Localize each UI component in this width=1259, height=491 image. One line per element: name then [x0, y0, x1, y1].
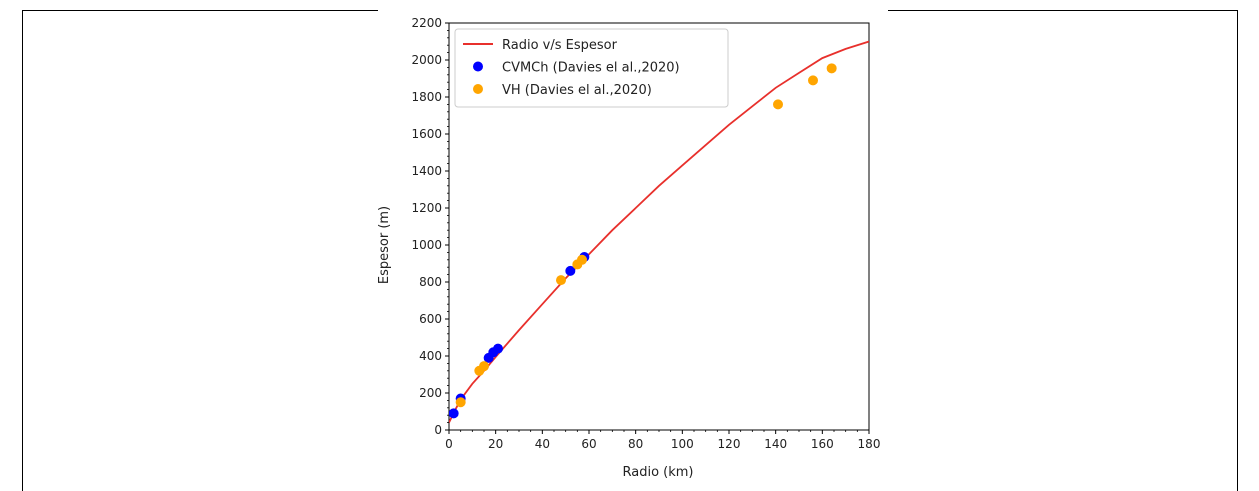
y-axis-label: Espesor (m) — [377, 206, 392, 284]
x-tick-label: 0 — [445, 437, 453, 451]
y-tick-label: 1400 — [411, 164, 442, 178]
x-tick-label: 180 — [858, 437, 881, 451]
data-layer — [449, 40, 869, 423]
point-vh — [455, 397, 466, 408]
y-tick-label: 2000 — [411, 53, 442, 67]
y-tick-label: 400 — [419, 349, 442, 363]
y-tick-label: 600 — [419, 312, 442, 326]
legend-label: Radio v/s Espesor — [502, 38, 618, 53]
point-vh — [808, 75, 818, 86]
point-cvmch — [493, 343, 503, 354]
x-tick-label: 120 — [718, 437, 741, 451]
series-line-radio-espesor — [449, 40, 869, 423]
point-vh — [479, 361, 489, 372]
x-tick-label: 160 — [811, 437, 834, 451]
x-tick-label: 100 — [671, 437, 694, 451]
y-tick-label: 200 — [419, 386, 442, 400]
frame-right-border — [1237, 10, 1238, 491]
point-vh — [826, 63, 837, 74]
y-tick-label: 1200 — [411, 201, 442, 215]
y-tick-label: 0 — [434, 423, 442, 437]
frame-top-right-border — [888, 10, 1238, 11]
legend-label: VH (Davies el al.,2020) — [502, 83, 652, 98]
x-tick-label: 60 — [581, 437, 596, 451]
y-tick-label: 1600 — [411, 127, 442, 141]
legend-point-swatch — [473, 61, 483, 72]
y-tick-label: 800 — [419, 275, 442, 289]
y-tick-label: 2200 — [411, 16, 442, 30]
x-axis-label: Radio (km) — [623, 465, 694, 480]
legend-box — [454, 28, 729, 108]
y-tick-label: 1800 — [411, 90, 442, 104]
point-vh — [773, 99, 783, 110]
legend: Radio v/s Espesor CVMCh (Davies el al.,20… — [454, 28, 729, 108]
x-tick-label: 140 — [764, 437, 787, 451]
x-tick-label: 80 — [628, 437, 643, 451]
point-cvmch — [565, 265, 576, 276]
plot-area: 0 20 40 60 80 100 120 140 160 1800200400600800100… — [411, 16, 880, 451]
y-tick-label: 1000 — [411, 238, 442, 252]
x-tick-label: 40 — [535, 437, 550, 451]
point-cvmch — [449, 408, 459, 419]
legend-point-swatch — [473, 84, 483, 94]
frame-left-border — [22, 10, 23, 491]
point-vh — [577, 254, 587, 265]
frame-top-left-border — [22, 10, 378, 11]
x-tick-label: 20 — [488, 437, 503, 451]
legend-label: CVMCh (Davies el al.,2020) — [502, 61, 680, 76]
point-vh — [556, 275, 566, 286]
